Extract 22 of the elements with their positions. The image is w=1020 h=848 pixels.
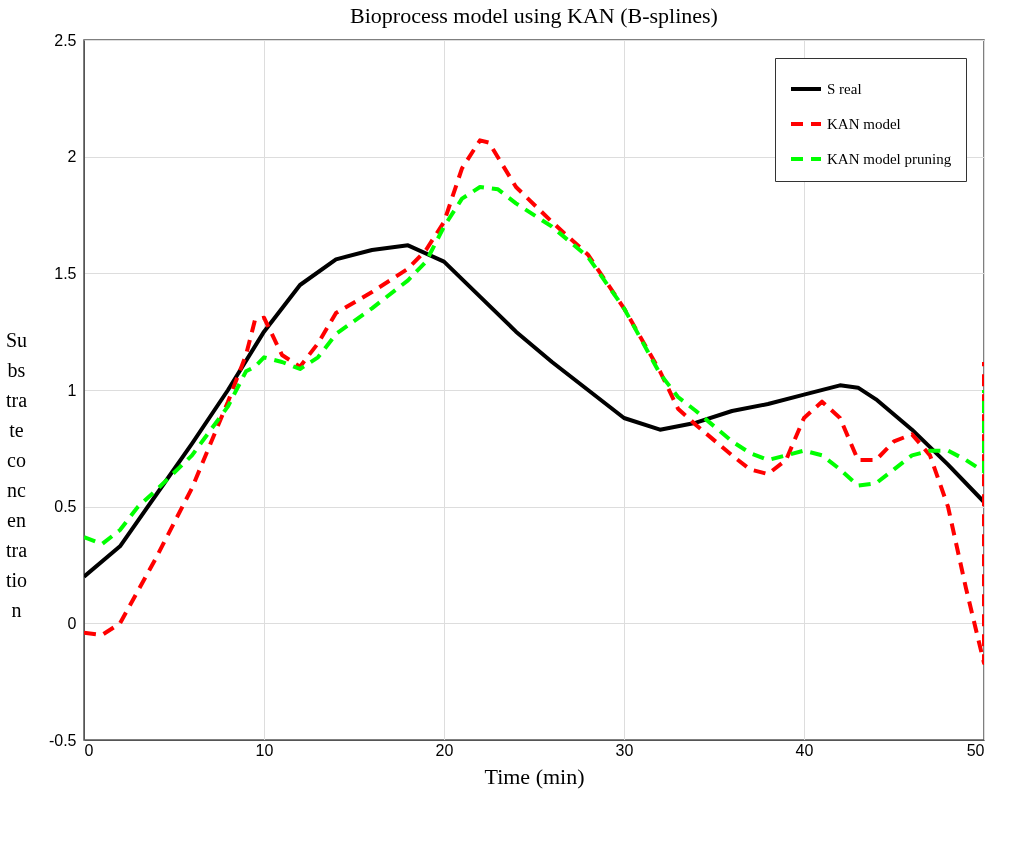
x-tick-label: 20 — [435, 741, 454, 759]
y-tick-label: 2 — [67, 148, 77, 166]
x-tick-label: 30 — [615, 741, 634, 759]
y-tick-label: 2.5 — [54, 31, 77, 49]
y-tick-label: 0 — [67, 614, 77, 632]
line-series — [84, 138, 984, 665]
chart-title: Bioprocess model using KAN (B-splines) — [350, 3, 718, 28]
text: Su bs tra te co nc en tra tio n — [5, 328, 28, 621]
y-tick-label: 1 — [67, 381, 77, 399]
x-tick-label: 10 — [255, 741, 274, 759]
y-tick-label: -0.5 — [48, 731, 77, 749]
line-series — [84, 243, 984, 579]
legend-label: KAN model — [827, 116, 901, 132]
y-tick-label: 0.5 — [54, 498, 77, 516]
y-tick-label: 1.5 — [54, 264, 77, 282]
line-series — [84, 185, 984, 546]
legend-label: S real — [827, 81, 862, 97]
x-tick-label: 50 — [966, 741, 985, 759]
x-tick-label: 0 — [84, 741, 94, 759]
x-axis-title: Time (min) — [484, 763, 585, 789]
legend-label: KAN model pruning — [827, 151, 952, 167]
x-tick-label: 40 — [795, 741, 814, 759]
